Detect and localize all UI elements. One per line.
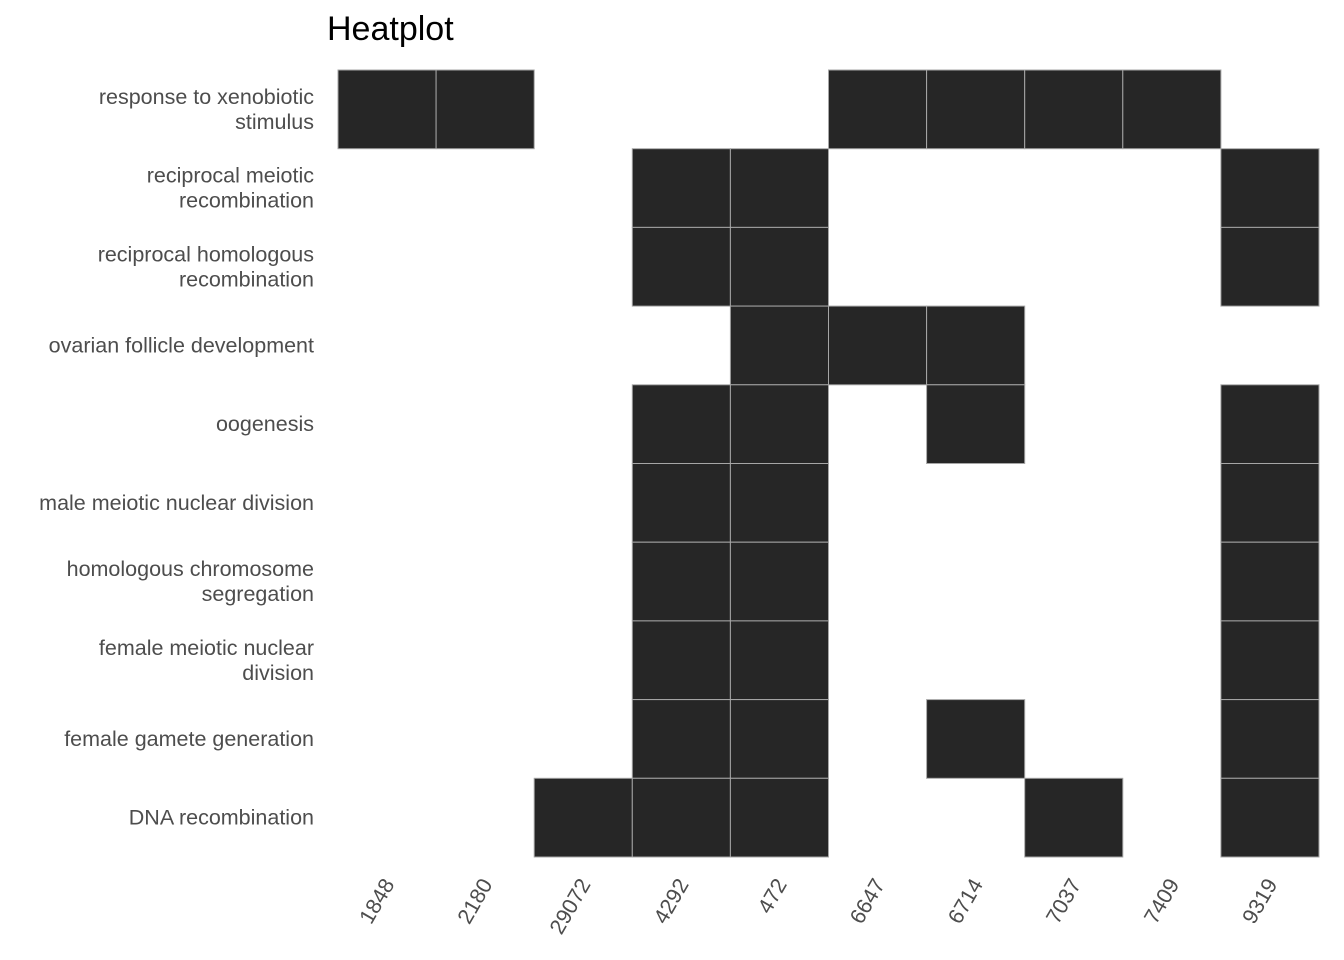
heatmap-cell xyxy=(1220,699,1320,779)
y-tick-label: female meiotic nuclear division xyxy=(99,636,314,685)
y-tick-label-line: recombination xyxy=(179,267,314,291)
heatmap-cells xyxy=(337,69,1320,858)
heatmap-cell xyxy=(926,384,1026,464)
heatmap-cell xyxy=(729,463,830,543)
heatmap-cell xyxy=(1220,384,1320,464)
heatmap-cell xyxy=(729,620,830,701)
y-tick-label-line: DNA recombination xyxy=(129,806,314,830)
heatmap-cell xyxy=(1122,69,1222,150)
heatmap-cell xyxy=(1220,777,1320,858)
heatmap-cell xyxy=(729,305,830,386)
y-tick-label-line: recombination xyxy=(179,189,314,213)
heatmap-cell xyxy=(631,384,731,464)
heatmap-cell xyxy=(729,384,830,464)
y-axis-labels: response to xenobiotic stimulus reciprocal… xyxy=(39,85,314,830)
heatmap-cell xyxy=(1220,463,1320,543)
heatmap-cell xyxy=(1024,69,1124,150)
heatmap-cell xyxy=(1024,777,1124,858)
y-tick-label: male meiotic nuclear division xyxy=(39,491,314,515)
y-tick-label-line: female meiotic nuclear xyxy=(99,636,314,660)
y-tick-label-line: response to xenobiotic xyxy=(99,85,314,109)
heatmap-cell xyxy=(631,541,731,622)
y-tick-label: homologous chromosome segregation xyxy=(67,557,314,606)
heatmap-cell xyxy=(1220,226,1320,307)
y-tick-label-line: male meiotic nuclear division xyxy=(39,491,314,515)
heatmap-cell xyxy=(828,69,928,150)
heatmap-cell xyxy=(435,69,535,150)
y-tick-label: reciprocal homologous recombination xyxy=(98,242,314,291)
heatmap-cell xyxy=(729,148,830,228)
y-tick-label-line: segregation xyxy=(202,582,314,606)
heatmap-cell xyxy=(1220,620,1320,701)
heatmap-cell xyxy=(1220,541,1320,622)
heatmap-cell xyxy=(631,463,731,543)
heatmap-cell xyxy=(631,620,731,701)
chart-title: Heatplot xyxy=(327,10,454,48)
y-tick-label: reciprocal meiotic recombination xyxy=(147,164,315,213)
y-tick-label-line: female gamete generation xyxy=(64,727,314,751)
y-tick-label-line: reciprocal meiotic xyxy=(147,164,315,188)
y-tick-label: response to xenobiotic stimulus xyxy=(99,85,314,134)
y-tick-label-line: ovarian follicle development xyxy=(49,333,314,357)
heatmap-cell xyxy=(1220,148,1320,228)
heatmap-cell xyxy=(729,777,830,858)
y-tick-label: DNA recombination xyxy=(129,806,314,830)
y-tick-label: female gamete generation xyxy=(64,727,314,751)
heatmap-cell xyxy=(926,699,1026,779)
heatmap-cell xyxy=(631,226,731,307)
heatmap-cell xyxy=(337,69,437,150)
heatmap-cell xyxy=(926,305,1026,386)
y-tick-label: ovarian follicle development xyxy=(49,333,314,357)
y-tick-label-line: stimulus xyxy=(235,110,314,134)
heatmap-cell xyxy=(729,226,830,307)
y-tick-label: oogenesis xyxy=(216,412,314,436)
heatmap-cell xyxy=(729,699,830,779)
y-tick-label-line: oogenesis xyxy=(216,412,314,436)
heatmap-cell xyxy=(533,777,633,858)
heatmap-cell xyxy=(926,69,1026,150)
heatmap-cell xyxy=(631,777,731,858)
y-tick-label-line: reciprocal homologous xyxy=(98,242,314,266)
y-tick-label-line: division xyxy=(242,661,314,685)
heatmap-cell xyxy=(631,148,731,228)
heatmap-cell xyxy=(828,305,928,386)
heatmap-cell xyxy=(631,699,731,779)
heatmap-cell xyxy=(729,541,830,622)
y-tick-label-line: homologous chromosome xyxy=(67,557,314,581)
